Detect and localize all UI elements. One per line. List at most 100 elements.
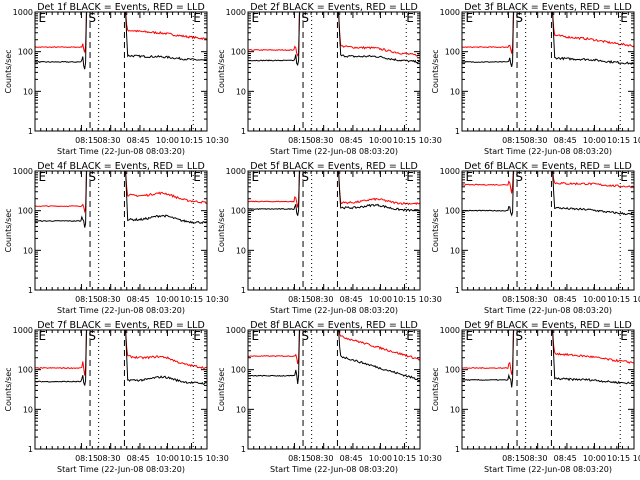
y-axis-label: Counts/sec: [431, 208, 440, 252]
y-axis-label: Counts/sec: [217, 49, 226, 93]
x-tick-label: 10:15: [393, 454, 416, 463]
events-series-line: [35, 12, 207, 70]
plot-frame: [34, 170, 208, 291]
marker-label: E: [193, 170, 201, 184]
plot-frame: [34, 11, 208, 132]
x-tick-label: 08:45: [554, 454, 577, 463]
marker-label: E: [38, 11, 46, 25]
y-axis-label: Counts/sec: [217, 208, 226, 252]
events-series-line: [248, 171, 420, 216]
y-tick-label: 1: [241, 127, 246, 136]
x-tick-label: 10:30: [633, 295, 640, 304]
y-axis-label: Counts/sec: [4, 367, 13, 411]
x-tick-label: 08:45: [554, 136, 577, 145]
lld-series-line: [462, 171, 634, 194]
panel-title: Det 2f BLACK = Events, RED = LLD: [250, 2, 418, 13]
x-tick-label: 10:00: [156, 136, 179, 145]
x-tick-label: 08:15: [502, 454, 525, 463]
events-series-line: [462, 12, 634, 67]
y-tick-label: 1000: [13, 326, 33, 335]
y-tick-label: 10: [450, 246, 460, 255]
y-tick-label: 10: [450, 405, 460, 414]
x-tick-label: 10:00: [583, 454, 606, 463]
x-tick-label: 08:30: [97, 295, 120, 304]
y-axis-label: Counts/sec: [4, 49, 13, 93]
x-tick-label: 10:00: [156, 454, 179, 463]
marker-label: S: [301, 170, 309, 184]
lld-series-line: [35, 330, 207, 376]
marker-label: E: [251, 329, 259, 343]
x-axis-label: Start Time (22-Jun-08 08:03:20): [484, 465, 612, 474]
marker-label: E: [465, 170, 473, 184]
plot-frame: [461, 329, 635, 450]
panel-title: Det 3f BLACK = Events, RED = LLD: [464, 2, 632, 13]
y-tick-label: 100: [445, 48, 460, 57]
panel-title: Det 8f BLACK = Events, RED = LLD: [250, 320, 418, 331]
y-tick-label: 10: [236, 87, 246, 96]
x-tick-label: 10:15: [393, 295, 416, 304]
x-tick-label: 08:45: [127, 136, 150, 145]
marker-label: E: [620, 11, 628, 25]
marker-label: E: [406, 329, 414, 343]
y-tick-label: 10: [236, 246, 246, 255]
marker-label: E: [193, 11, 201, 25]
marker-label: S: [88, 329, 96, 343]
lld-series-line: [248, 330, 420, 365]
lld-series-line: [248, 12, 420, 57]
lld-series-line: [35, 171, 207, 214]
y-tick-label: 1000: [13, 167, 33, 176]
x-tick-label: 08:30: [310, 295, 333, 304]
plot-frame: [461, 170, 635, 291]
panel-title: Det 1f BLACK = Events, RED = LLD: [37, 2, 205, 13]
marker-label: S: [88, 11, 96, 25]
lld-series-line: [462, 330, 634, 375]
y-tick-label: 1: [28, 445, 33, 454]
marker-label: S: [301, 329, 309, 343]
y-tick-label: 10: [23, 246, 33, 255]
y-tick-label: 1000: [226, 167, 246, 176]
x-tick-label: 08:15: [75, 295, 98, 304]
x-tick-label: 10:00: [583, 136, 606, 145]
y-tick-label: 1: [455, 445, 460, 454]
x-tick-label: 10:00: [583, 295, 606, 304]
x-tick-label: 08:15: [75, 136, 98, 145]
x-tick-label: 08:30: [97, 454, 120, 463]
x-tick-label: 08:45: [554, 295, 577, 304]
marker-label: E: [406, 11, 414, 25]
panel-title: Det 6f BLACK = Events, RED = LLD: [464, 161, 632, 172]
events-series-line: [248, 12, 420, 67]
x-tick-label: 08:45: [127, 295, 150, 304]
marker-label: E: [620, 170, 628, 184]
events-series-line: [248, 330, 420, 384]
marker-label: E: [465, 329, 473, 343]
plot-frame: [247, 11, 421, 132]
y-tick-label: 1: [455, 127, 460, 136]
lld-series-line: [35, 12, 207, 53]
x-axis-label: Start Time (22-Jun-08 08:03:20): [270, 465, 398, 474]
marker-label: E: [465, 11, 473, 25]
y-tick-label: 1000: [226, 8, 246, 17]
x-tick-label: 10:30: [419, 295, 442, 304]
y-tick-label: 100: [18, 48, 33, 57]
marker-label: S: [515, 329, 523, 343]
x-axis-label: Start Time (22-Jun-08 08:03:20): [484, 306, 612, 315]
y-tick-label: 1: [28, 127, 33, 136]
x-tick-label: 08:30: [524, 454, 547, 463]
x-tick-label: 10:15: [393, 136, 416, 145]
x-tick-label: 10:30: [206, 136, 229, 145]
y-tick-label: 100: [445, 366, 460, 375]
x-tick-label: 08:15: [288, 136, 311, 145]
y-tick-label: 1000: [440, 326, 460, 335]
y-tick-label: 100: [445, 207, 460, 216]
x-tick-label: 10:15: [180, 295, 203, 304]
x-tick-label: 08:45: [340, 454, 363, 463]
y-axis-label: Counts/sec: [217, 367, 226, 411]
x-tick-label: 10:15: [607, 136, 630, 145]
y-tick-label: 100: [18, 207, 33, 216]
x-tick-label: 10:30: [419, 454, 442, 463]
x-axis-label: Start Time (22-Jun-08 08:03:20): [57, 465, 185, 474]
y-tick-label: 1000: [440, 167, 460, 176]
marker-label: S: [301, 11, 309, 25]
marker-label: S: [515, 170, 523, 184]
